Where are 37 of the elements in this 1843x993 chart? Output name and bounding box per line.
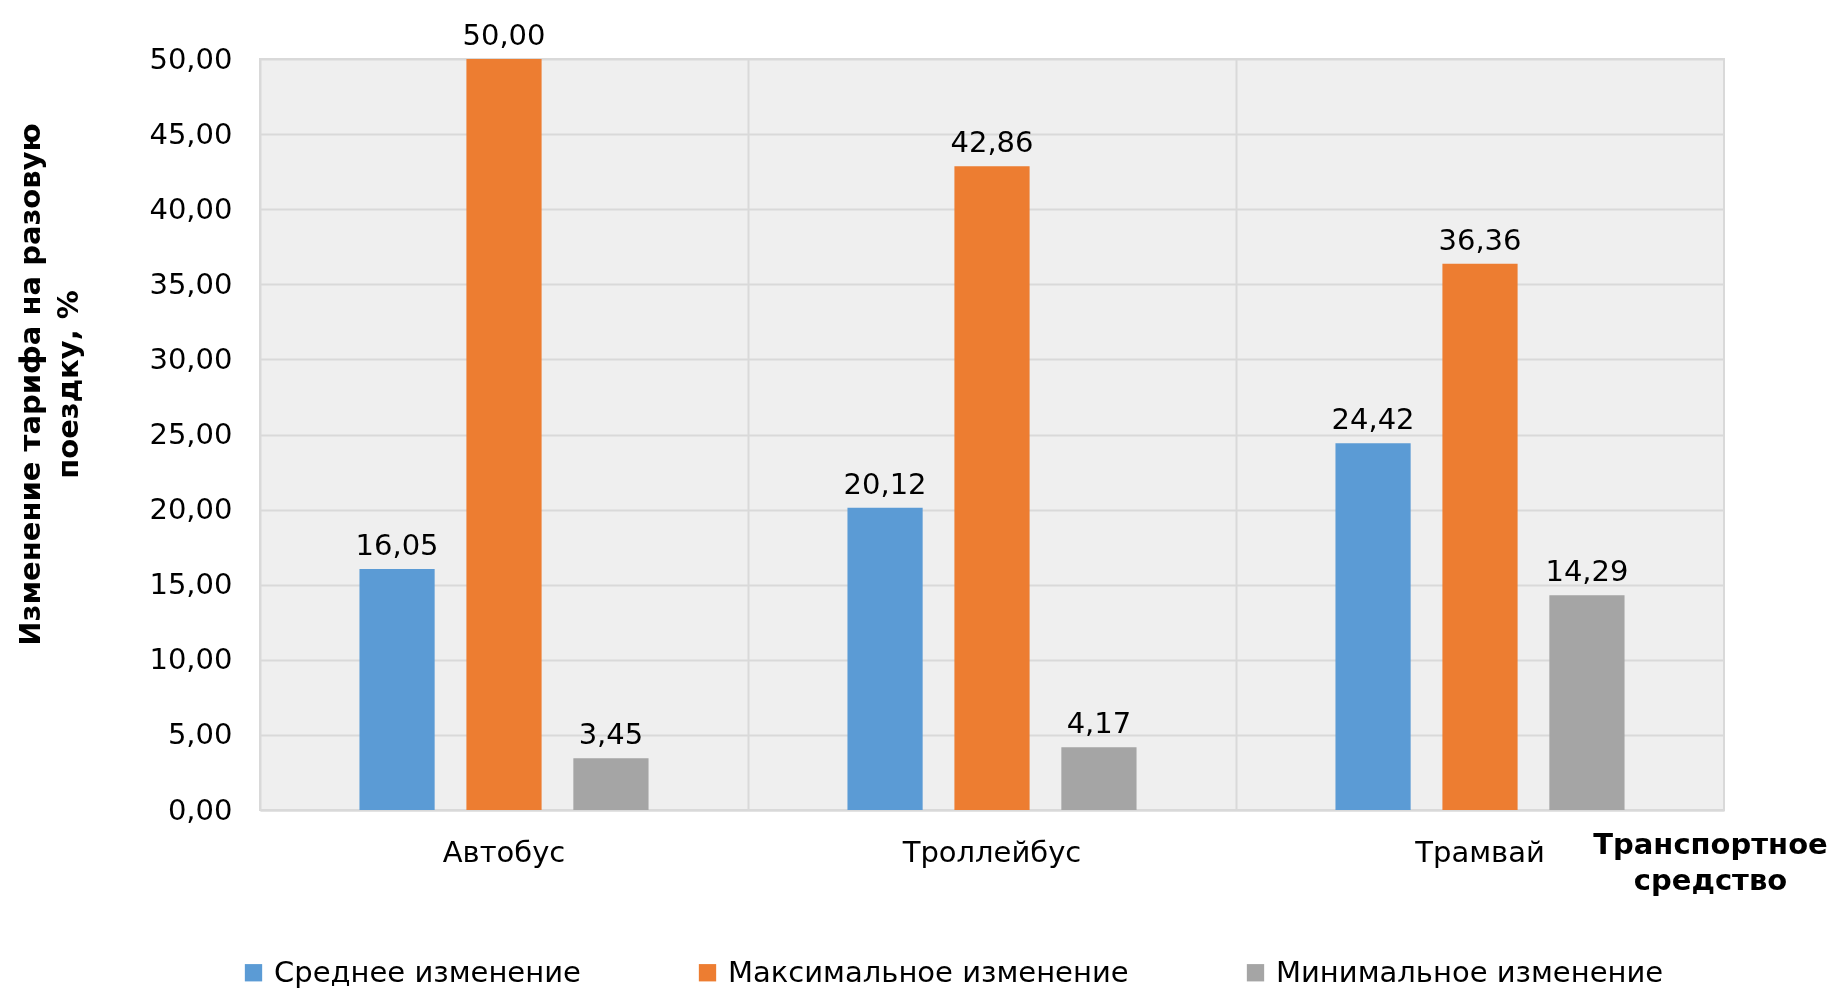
bar bbox=[466, 59, 542, 810]
data-label: 16,05 bbox=[355, 527, 439, 562]
y-tick-label: 35,00 bbox=[149, 266, 233, 301]
data-label: 14,29 bbox=[1545, 554, 1629, 589]
bar bbox=[954, 166, 1030, 810]
x-tick-label: Автобус bbox=[442, 834, 566, 869]
y-tick-label: 45,00 bbox=[149, 116, 233, 151]
bar bbox=[1061, 747, 1137, 810]
bar bbox=[1442, 263, 1518, 810]
x-tick-label: Трамвай bbox=[1414, 834, 1545, 869]
y-tick-label: 50,00 bbox=[149, 41, 233, 76]
y-tick-label: 15,00 bbox=[149, 567, 233, 602]
bar bbox=[847, 507, 923, 810]
legend-label: Среднее изменение bbox=[274, 954, 581, 989]
data-label: 36,36 bbox=[1438, 222, 1522, 257]
y-axis-title: Изменение тарифа на разовую поездку, % bbox=[12, 123, 85, 646]
bar bbox=[359, 568, 435, 810]
data-label: 42,86 bbox=[950, 125, 1034, 160]
y-tick-label: 5,00 bbox=[167, 717, 233, 752]
data-label: 3,45 bbox=[578, 717, 644, 752]
bar bbox=[1335, 443, 1411, 810]
bar bbox=[573, 758, 649, 810]
y-tick-label: 40,00 bbox=[149, 191, 233, 226]
legend-label: Максимальное изменение bbox=[728, 954, 1129, 989]
x-tick-label: Троллейбус bbox=[901, 834, 1082, 869]
y-tick-label: 10,00 bbox=[149, 642, 233, 677]
data-label: 20,12 bbox=[843, 466, 927, 501]
y-tick-label: 25,00 bbox=[149, 417, 233, 451]
y-tick-label: 0,00 bbox=[167, 792, 233, 827]
y-tick-label: 20,00 bbox=[149, 492, 233, 527]
y-tick-label: 30,00 bbox=[149, 341, 233, 376]
bar bbox=[1549, 595, 1625, 810]
data-label: 24,42 bbox=[1331, 402, 1415, 437]
data-label: 50,00 bbox=[462, 18, 546, 52]
x-axis-title: Транспортное средство bbox=[1593, 826, 1828, 897]
legend-label: Минимальное изменение bbox=[1276, 954, 1664, 989]
data-label: 4,17 bbox=[1066, 706, 1132, 741]
